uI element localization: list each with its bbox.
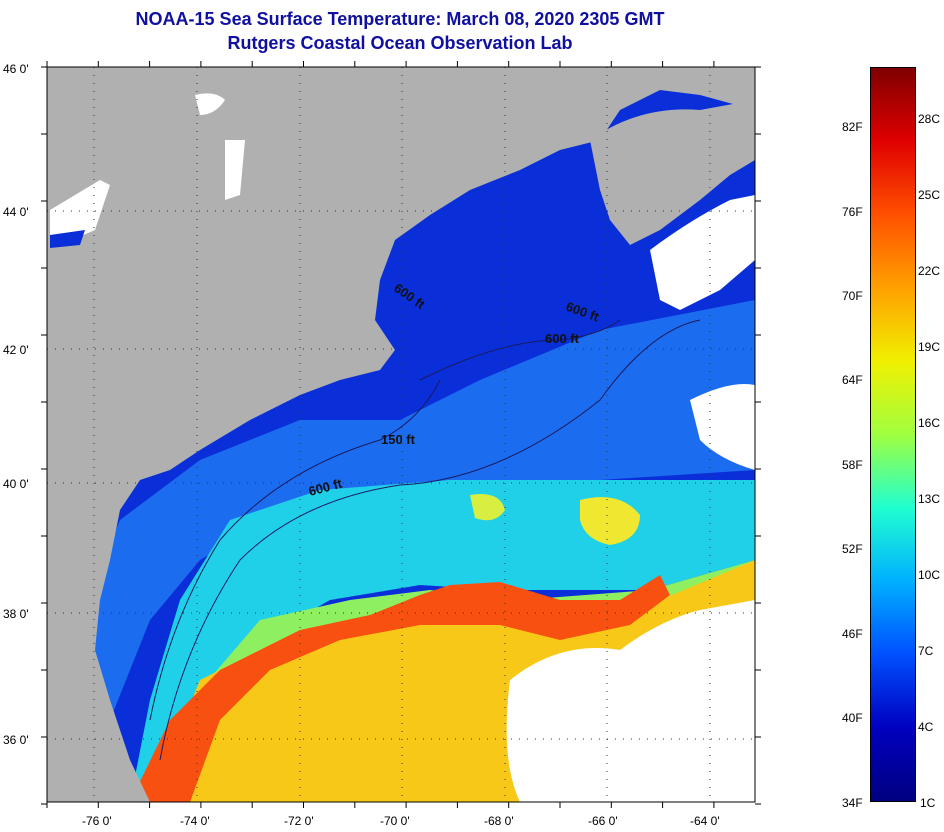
colorbar-c-label: 7C <box>918 644 934 658</box>
warm-eddy-2 <box>470 494 505 521</box>
lat-label: 38 0' <box>3 607 29 621</box>
lat-label: 36 0' <box>3 733 29 747</box>
colorbar-f-label: 70F <box>842 289 863 303</box>
colorbar-c-label: 25C <box>918 188 941 202</box>
warm-eddy <box>580 497 640 545</box>
colorbar-f-label: 52F <box>842 542 863 556</box>
colorbar-c-label: 22C <box>918 264 941 278</box>
contour-600ft <box>159 319 701 761</box>
land-canada <box>590 100 755 245</box>
colorbar-c-label: 13C <box>918 492 941 506</box>
lon-label: -68 0' <box>484 814 514 828</box>
colorbar-c-label: 1C <box>920 796 936 810</box>
lat-label: 40 0' <box>3 477 29 491</box>
lon-label: -70 0' <box>380 814 410 828</box>
colorbar-legend <box>870 67 916 802</box>
colorbar-c-label: 28C <box>918 112 941 126</box>
colorbar-c-label: 19C <box>918 340 941 354</box>
contour-label: 150 ft <box>381 432 416 447</box>
lon-label: -64 0' <box>690 814 720 828</box>
colorbar-c-label: 16C <box>918 416 941 430</box>
shelf-water <box>47 300 755 802</box>
colorbar-f-label: 76F <box>842 205 863 219</box>
colorbar-f-label: 34F <box>842 796 863 810</box>
gulf-stream <box>130 575 670 802</box>
lon-label: -76 0' <box>82 814 112 828</box>
contour-gom <box>419 319 621 381</box>
lon-label: -74 0' <box>180 814 210 828</box>
colorbar-f-label: 64F <box>842 373 863 387</box>
colorbar-c-label: 10C <box>918 568 941 582</box>
cloud-patch <box>506 600 755 802</box>
map-subtitle: Rutgers Coastal Ocean Observation Lab <box>227 33 573 53</box>
lon-label: -72 0' <box>284 814 314 828</box>
lat-label: 44 0' <box>3 205 29 219</box>
lat-label: 46 0' <box>3 62 29 76</box>
colorbar-f-label: 82F <box>842 120 863 134</box>
colorbar-f-label: 46F <box>842 627 863 641</box>
colorbar-f-label: 58F <box>842 458 863 472</box>
land-us <box>47 67 755 802</box>
cloud-patch-east <box>690 384 755 470</box>
map-frame <box>46 66 756 803</box>
slope-water <box>130 480 755 802</box>
colorbar-f-label: 40F <box>842 711 863 725</box>
map-title: NOAA-15 Sea Surface Temperature: March 0… <box>135 9 665 29</box>
contour-label: 600 ft <box>545 331 580 346</box>
lat-label: 42 0' <box>3 343 29 357</box>
land-nova-scotia <box>650 195 755 310</box>
contour-150ft <box>149 379 441 721</box>
colorbar-c-label: 4C <box>918 720 934 734</box>
lon-label: -66 0' <box>588 814 618 828</box>
